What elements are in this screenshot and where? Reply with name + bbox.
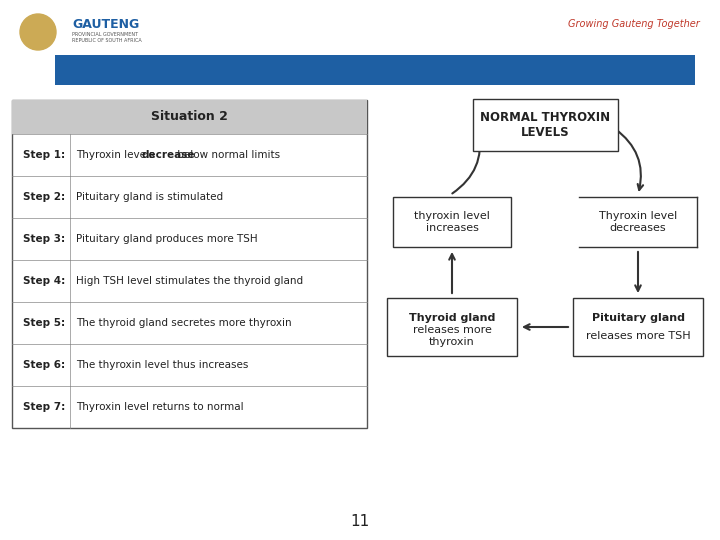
- FancyBboxPatch shape: [573, 298, 703, 356]
- Text: Pituitary gland: Pituitary gland: [592, 313, 685, 323]
- Text: The thyroid gland secretes more thyroxin: The thyroid gland secretes more thyroxin: [76, 318, 292, 328]
- Text: Step 5:: Step 5:: [23, 318, 65, 328]
- Text: thyroxin level
increases: thyroxin level increases: [414, 211, 490, 233]
- Text: Step 7:: Step 7:: [23, 402, 65, 412]
- Text: GAUTENG: GAUTENG: [72, 18, 139, 31]
- Text: The thyroxin level thus increases: The thyroxin level thus increases: [76, 360, 248, 370]
- Text: Situation 2: Situation 2: [151, 111, 228, 124]
- Text: Thyroid gland: Thyroid gland: [409, 313, 495, 323]
- FancyBboxPatch shape: [393, 197, 511, 247]
- Text: decrease: decrease: [142, 150, 195, 160]
- Text: Step 6:: Step 6:: [23, 360, 65, 370]
- Text: Thyroxin levels: Thyroxin levels: [76, 150, 158, 160]
- Text: releases more TSH: releases more TSH: [585, 331, 690, 341]
- Text: Step 1:: Step 1:: [23, 150, 65, 160]
- Text: 11: 11: [351, 515, 369, 530]
- FancyBboxPatch shape: [12, 100, 367, 134]
- Text: Pituitary gland is stimulated: Pituitary gland is stimulated: [76, 192, 223, 202]
- Text: Growing Gauteng Together: Growing Gauteng Together: [568, 19, 700, 29]
- Circle shape: [20, 14, 56, 50]
- FancyBboxPatch shape: [55, 55, 695, 85]
- Text: NORMAL THYROXIN
LEVELS: NORMAL THYROXIN LEVELS: [480, 111, 610, 139]
- Text: PROVINCIAL GOVERNMENT: PROVINCIAL GOVERNMENT: [72, 32, 138, 37]
- Text: REPUBLIC OF SOUTH AFRICA: REPUBLIC OF SOUTH AFRICA: [72, 37, 142, 43]
- FancyBboxPatch shape: [387, 298, 517, 356]
- Text: Step 3:: Step 3:: [23, 234, 65, 244]
- Text: releases more
thyroxin: releases more thyroxin: [413, 325, 492, 347]
- Text: Thyroxin level
decreases: Thyroxin level decreases: [599, 211, 677, 233]
- Text: Pituitary gland produces more TSH: Pituitary gland produces more TSH: [76, 234, 258, 244]
- Text: Step 2:: Step 2:: [23, 192, 65, 202]
- Text: Step 4:: Step 4:: [23, 276, 65, 286]
- FancyBboxPatch shape: [12, 100, 367, 428]
- FancyBboxPatch shape: [472, 99, 618, 151]
- Text: High TSH level stimulates the thyroid gland: High TSH level stimulates the thyroid gl…: [76, 276, 303, 286]
- Text: below normal limits: below normal limits: [174, 150, 281, 160]
- Text: Thyroxin level returns to normal: Thyroxin level returns to normal: [76, 402, 243, 412]
